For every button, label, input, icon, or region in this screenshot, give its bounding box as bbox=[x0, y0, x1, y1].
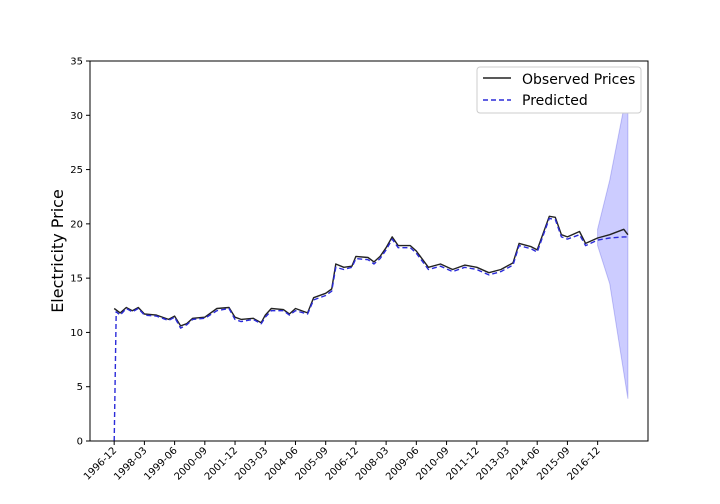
legend: Observed Prices Predicted bbox=[476, 66, 642, 114]
x-tick-label: 2016-12 bbox=[565, 445, 602, 482]
predicted-line bbox=[113, 217, 628, 442]
legend-box bbox=[476, 66, 642, 114]
legend-predicted-label: Predicted bbox=[522, 93, 588, 109]
observed-prices-line bbox=[113, 215, 629, 327]
y-axis: 0 5 10 15 20 25 30 35 bbox=[70, 57, 90, 448]
y-tick-label: 5 bbox=[77, 382, 83, 393]
confidence-band bbox=[597, 87, 629, 399]
plot-frame bbox=[89, 60, 649, 442]
y-tick-label: 25 bbox=[70, 165, 83, 176]
x-axis: 1996-121998-031999-062000-092001-122003-… bbox=[82, 441, 603, 483]
y-tick-label: 0 bbox=[77, 437, 83, 448]
y-tick-label: 10 bbox=[70, 328, 83, 339]
y-tick-label: 35 bbox=[70, 57, 83, 68]
y-tick-label: 15 bbox=[70, 274, 83, 285]
confidence-band-layer bbox=[597, 87, 629, 399]
y-tick-label: 30 bbox=[70, 111, 83, 122]
legend-observed-label: Observed Prices bbox=[522, 72, 635, 88]
series-layer bbox=[113, 215, 629, 442]
y-tick-label: 20 bbox=[70, 219, 83, 230]
y-axis-label: Electricity Price bbox=[48, 189, 67, 313]
